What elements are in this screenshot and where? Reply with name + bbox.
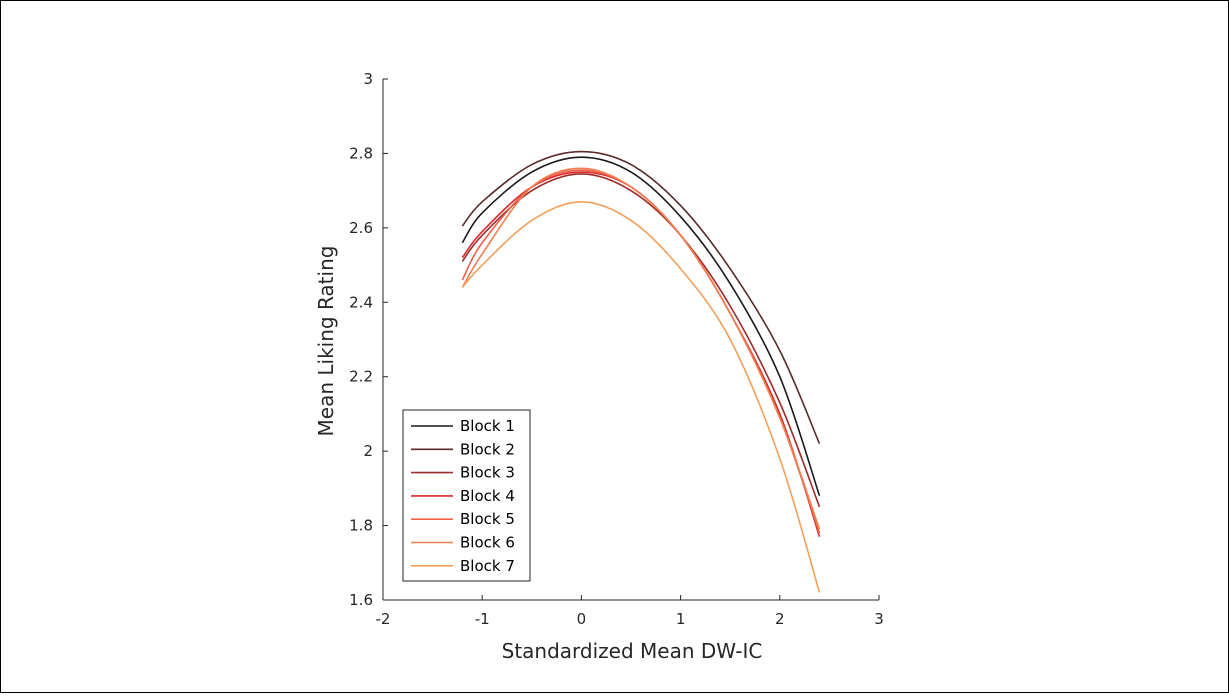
legend: Block 1 Block 2 Block 3 Block 4 Block 5 Block… [402,409,531,582]
y-axis-title: Mean Liking Rating [314,246,338,437]
series-line-block-1 [461,156,821,497]
x-tick-label: -1 [475,610,490,628]
y-tick-label: 1.6 [349,591,373,609]
series-line-block-3 [461,173,821,508]
legend-label: Block 5 [460,510,515,528]
legend-label: Block 6 [460,534,515,552]
y-tick-label: 2.4 [349,293,373,311]
x-tick-label: 1 [676,610,686,628]
legend-label: Block 2 [460,440,515,458]
series-line-block-2 [461,150,821,445]
series-line-block-6 [461,167,821,530]
y-tick-label: 2.2 [349,368,373,386]
x-tick-label: 2 [775,610,785,628]
legend-label: Block 3 [460,464,515,482]
series-line-block-7 [461,201,821,593]
y-tick-label: 3 [363,70,373,88]
y-tick-label: 2.8 [349,144,373,162]
legend-label: Block 1 [460,417,515,435]
x-axis-title: Standardized Mean DW-IC [502,639,763,663]
x-tick-label: 0 [577,610,587,628]
y-tick-label: 2.6 [349,219,373,237]
legend-label: Block 7 [460,557,515,575]
series-layer [461,150,821,593]
axes: -2 -1 0 1 2 3 1.6 1.8 2 2.2 2.4 2.6 2.8 3 [349,70,884,628]
y-tick-label: 1.8 [349,517,373,535]
x-tick-label: 3 [874,610,884,628]
y-tick-label: 2 [363,442,373,460]
legend-label: Block 4 [460,487,515,505]
x-tick-label: -2 [376,610,391,628]
